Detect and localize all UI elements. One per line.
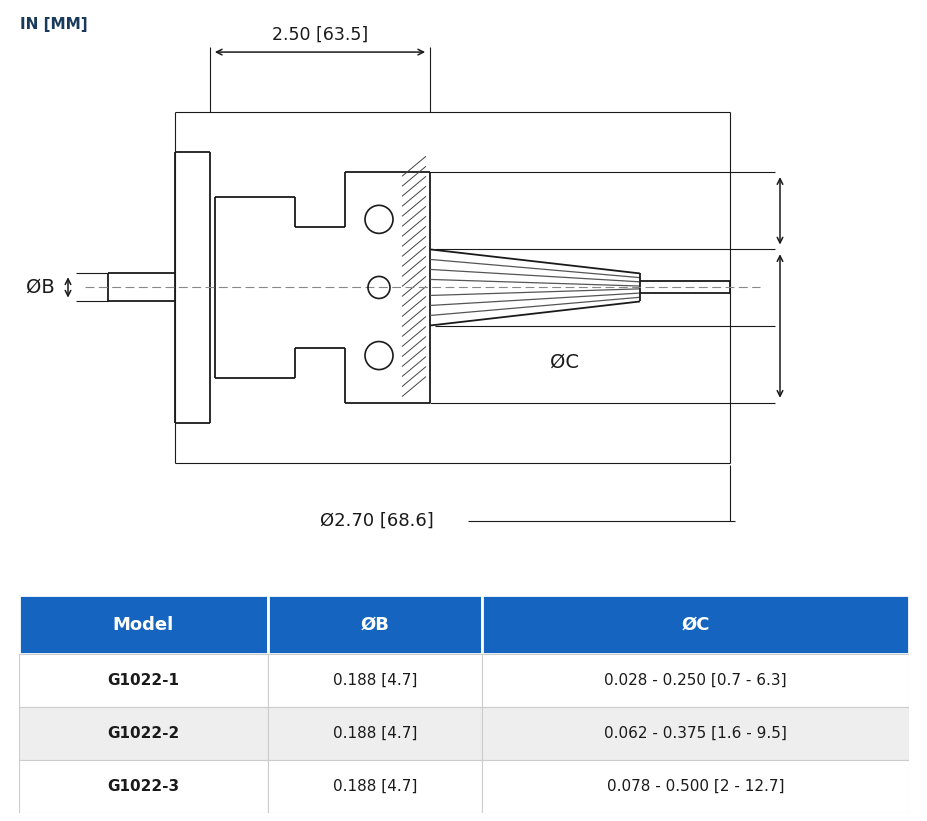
Text: 2.50 [63.5]: 2.50 [63.5] — [272, 26, 368, 44]
Bar — [481, 760, 908, 813]
Text: Model: Model — [112, 616, 173, 634]
Bar — [19, 707, 268, 760]
Bar — [268, 654, 481, 707]
Bar — [19, 595, 268, 654]
Bar — [481, 595, 908, 654]
Text: 0.188 [4.7]: 0.188 [4.7] — [333, 726, 416, 741]
Bar — [19, 654, 268, 707]
Text: ØB: ØB — [360, 616, 389, 634]
Text: IN [MM]: IN [MM] — [20, 17, 87, 32]
Text: ØC: ØC — [550, 353, 578, 372]
Bar — [481, 654, 908, 707]
Text: Ø2.70 [68.6]: Ø2.70 [68.6] — [320, 511, 433, 530]
Bar — [19, 760, 268, 813]
Text: 0.188 [4.7]: 0.188 [4.7] — [333, 673, 416, 688]
Text: 0.078 - 0.500 [2 - 12.7]: 0.078 - 0.500 [2 - 12.7] — [606, 779, 783, 794]
Text: 0.188 [4.7]: 0.188 [4.7] — [333, 779, 416, 794]
Bar — [268, 760, 481, 813]
Bar — [268, 595, 481, 654]
Text: G1022-3: G1022-3 — [108, 779, 179, 794]
Bar — [268, 707, 481, 760]
Bar — [481, 707, 908, 760]
Text: ØB: ØB — [26, 278, 55, 297]
Text: ØC: ØC — [680, 616, 709, 634]
Text: 0.028 - 0.250 [0.7 - 6.3]: 0.028 - 0.250 [0.7 - 6.3] — [603, 673, 786, 688]
Text: 0.062 - 0.375 [1.6 - 9.5]: 0.062 - 0.375 [1.6 - 9.5] — [603, 726, 786, 741]
Text: G1022-2: G1022-2 — [107, 726, 179, 741]
Text: G1022-1: G1022-1 — [108, 673, 179, 688]
